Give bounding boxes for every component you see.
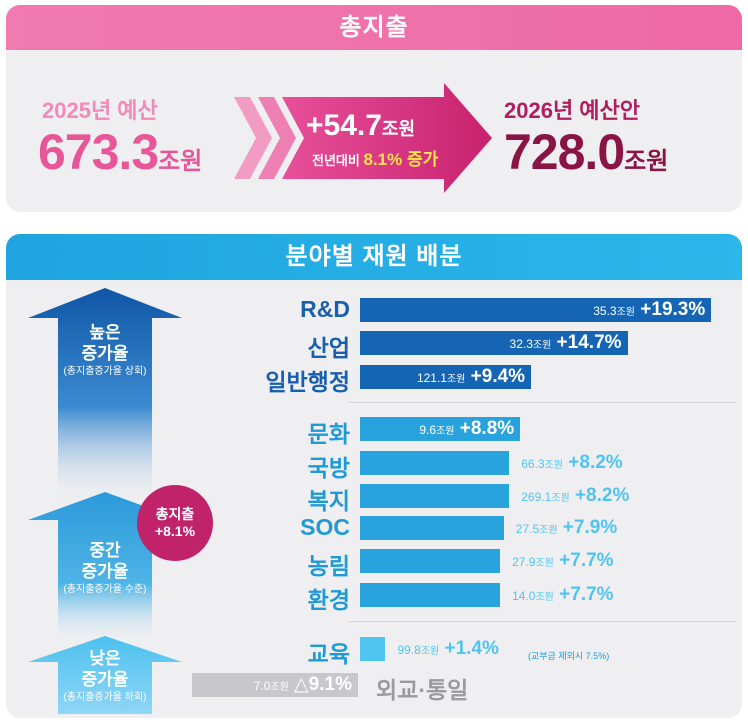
bar-9	[360, 637, 386, 661]
tier-low-title: 낮은 증가율	[81, 649, 129, 689]
tier-divider-2	[348, 621, 736, 622]
education-note: (교부금 제외시 7.5%)	[528, 651, 610, 661]
bar-value-label-6: 27.5조원 +7.9%	[516, 516, 617, 540]
bar-amount-2: 121.1조원	[416, 371, 466, 385]
tier-divider-1	[348, 402, 736, 403]
bar-growth-9: +1.4%	[439, 638, 499, 659]
category-label-5: 복지	[307, 488, 350, 514]
increase-percent: 8.1% 증가	[363, 150, 439, 169]
category-label-4: 국방	[307, 455, 350, 481]
bar-value-label-1: 32.3조원 +14.7%	[360, 331, 622, 355]
bar-growth-0: +19.3%	[635, 299, 706, 320]
tier-low-label: 낮은 증가율 (총지출증가율 하회)	[48, 648, 162, 704]
bar-amount-3: 9.6조원	[419, 423, 455, 437]
next-year-label: 2026년 예산안	[504, 98, 641, 123]
bar-10	[192, 673, 358, 697]
bar-value-label-7: 27.9조원 +7.7%	[512, 549, 613, 573]
bar-growth-6: +7.9%	[557, 517, 618, 538]
bar-6	[360, 516, 504, 540]
prev-year-amount: 673.3	[38, 124, 159, 180]
tier-mid-label: 중간 증가율 (총지출증가율 수준)	[48, 540, 162, 596]
category-label-9: 교육	[307, 641, 350, 667]
bar-0	[360, 298, 712, 322]
category-label-10: 외교·통일	[376, 677, 469, 703]
tier-high-title: 높은 증가율	[81, 323, 129, 363]
bar-value-label-9: 99.8조원 +1.4%	[397, 637, 498, 661]
prev-year-value: 673.3조원	[38, 123, 202, 181]
tier-high-arrow	[28, 288, 182, 505]
increase-value: +54.7	[306, 109, 382, 142]
bar-amount-6: 27.5조원	[515, 522, 558, 536]
bar-amount-7: 27.9조원	[512, 555, 554, 569]
bar-7	[360, 549, 501, 573]
bar-2	[360, 365, 532, 389]
bar-value-label-3: 9.6조원 +8.8%	[360, 417, 514, 441]
prev-year-label: 2025년 예산	[42, 98, 158, 123]
sector-allocation-header: 분야별 재원 배분	[6, 234, 742, 280]
tier-high-sub: (총지출증가율 상회)	[63, 366, 147, 377]
bar-value-label-5: 269.1조원 +8.2%	[521, 484, 629, 508]
increase-arrow-body	[282, 83, 492, 193]
bar-8	[360, 583, 501, 607]
category-label-2: 일반행정	[265, 369, 350, 395]
prev-year-unit: 조원	[158, 148, 203, 175]
bar-amount-4: 66.3조원	[521, 457, 563, 471]
chevron-1-icon	[234, 97, 272, 179]
category-label-1: 산업	[307, 335, 350, 361]
bar-growth-1: +14.7%	[551, 332, 622, 353]
tier-mid-title: 중간 증가율	[81, 541, 129, 581]
total-growth-badge: 총지출 +8.1%	[137, 485, 213, 561]
increase-arrow-graphic	[234, 83, 492, 193]
bar-amount-10: 7.0조원	[253, 679, 289, 693]
bar-growth-8: +7.7%	[553, 584, 614, 605]
total-spending-panel: 총지출 2025년 예산 673.3조원 +54.7조원 전년대비 8.1% 증…	[6, 5, 742, 212]
bar-3	[360, 417, 521, 441]
increase-unit: 조원	[381, 119, 416, 139]
increase-caption: 전년대비 8.1% 증가	[312, 145, 438, 170]
bar-amount-1: 32.3조원	[509, 337, 552, 351]
bar-growth-4: +8.2%	[563, 452, 623, 473]
bar-amount-0: 35.3조원	[593, 304, 635, 318]
bar-growth-2: +9.4%	[465, 366, 526, 387]
bar-value-label-0: 35.3조원 +19.3%	[360, 298, 705, 322]
tier-low-sub: (총지출증가율 하회)	[63, 692, 147, 703]
bar-amount-5: 269.1조원	[521, 490, 570, 504]
bar-value-label-4: 66.3조원 +8.2%	[521, 451, 622, 475]
category-label-6: SOC	[300, 514, 350, 540]
bar-amount-8: 14.0조원	[512, 589, 554, 603]
bar-value-label-10: 7.0조원 △9.1%	[192, 673, 352, 697]
total-spending-header: 총지출	[6, 5, 742, 50]
next-year-amount: 728.0	[504, 124, 625, 180]
bar-value-label-8: 14.0조원 +7.7%	[512, 583, 613, 607]
tier-low-arrow	[28, 636, 182, 714]
total-growth-badge-text: 총지출 +8.1%	[154, 506, 196, 539]
bar-5	[360, 484, 510, 508]
chevron-2-icon	[258, 97, 296, 179]
bar-1	[360, 331, 628, 355]
increase-caption-text: 전년대비	[312, 153, 360, 168]
bar-amount-9: 99.8조원	[397, 643, 440, 657]
bar-growth-7: +7.7%	[553, 550, 614, 571]
next-year-unit: 조원	[624, 148, 669, 175]
bar-value-label-2: 121.1조원 +9.4%	[360, 365, 525, 389]
tier-mid-sub: (총지출증가율 수준)	[63, 584, 147, 595]
bar-growth-10: △9.1%	[288, 674, 352, 695]
tier-high-label: 높은 증가율 (총지출증가율 상회)	[48, 322, 162, 378]
category-label-7: 농림	[307, 553, 350, 579]
next-year-value: 728.0조원	[504, 123, 668, 181]
bar-4	[360, 451, 510, 475]
bar-growth-5: +8.2%	[569, 485, 630, 506]
increase-amount: +54.7조원	[306, 109, 415, 143]
category-label-0: R&D	[300, 296, 350, 322]
bar-growth-3: +8.8%	[454, 418, 515, 439]
category-label-3: 문화	[307, 421, 350, 447]
category-label-8: 환경	[307, 587, 350, 613]
